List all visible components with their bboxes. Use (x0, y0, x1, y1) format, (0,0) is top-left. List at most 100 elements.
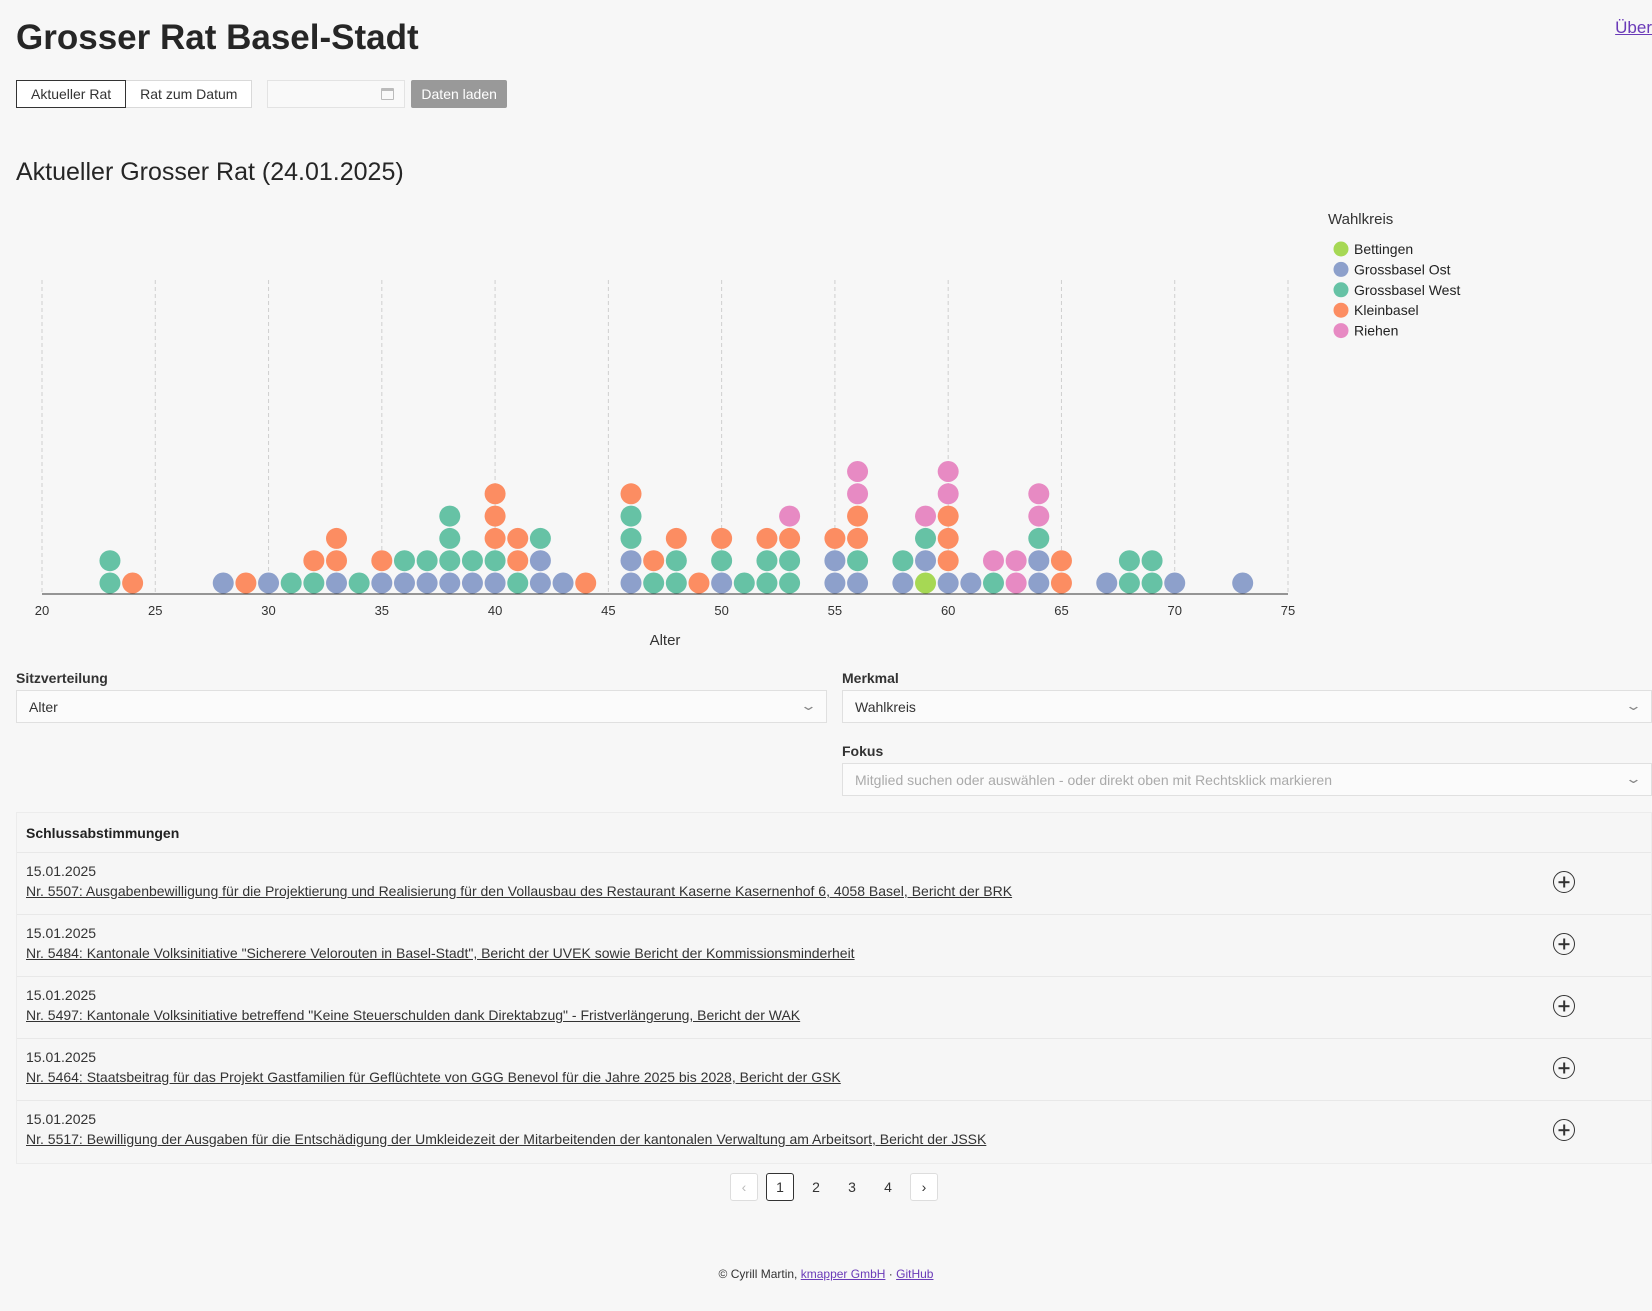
member-dot[interactable] (937, 505, 959, 527)
member-dot[interactable] (1028, 483, 1050, 505)
member-dot[interactable] (529, 527, 551, 549)
member-dot[interactable] (326, 572, 348, 594)
vote-title-link[interactable]: Nr. 5517: Bewilligung der Ausgaben für d… (26, 1131, 987, 1147)
member-dot[interactable] (620, 527, 642, 549)
member-dot[interactable] (303, 550, 325, 572)
member-dot[interactable] (326, 550, 348, 572)
member-dot[interactable] (1232, 572, 1254, 594)
about-link[interactable]: Über (1615, 18, 1652, 37)
member-dot[interactable] (484, 572, 506, 594)
member-dot[interactable] (393, 572, 415, 594)
tab-current-council[interactable]: Aktueller Rat (16, 80, 127, 108)
member-dot[interactable] (529, 572, 551, 594)
expand-plus-icon[interactable] (1553, 933, 1575, 955)
member-dot[interactable] (824, 550, 846, 572)
member-dot[interactable] (1141, 550, 1163, 572)
member-dot[interactable] (982, 550, 1004, 572)
member-dot[interactable] (1050, 550, 1072, 572)
member-dot[interactable] (1096, 572, 1118, 594)
member-dot[interactable] (1028, 505, 1050, 527)
expand-plus-icon[interactable] (1553, 1057, 1575, 1079)
legend-label[interactable]: Grossbasel Ost (1354, 261, 1451, 277)
member-dot[interactable] (711, 572, 733, 594)
member-dot[interactable] (439, 505, 461, 527)
legend-label[interactable]: Kleinbasel (1354, 302, 1419, 318)
member-dot[interactable] (847, 550, 869, 572)
member-dot[interactable] (439, 527, 461, 549)
member-dot[interactable] (1141, 572, 1163, 594)
member-dot[interactable] (937, 572, 959, 594)
page-button-3[interactable]: 3 (848, 1179, 856, 1195)
member-dot[interactable] (688, 572, 710, 594)
member-dot[interactable] (484, 550, 506, 572)
member-dot[interactable] (847, 527, 869, 549)
feature-select[interactable]: Wahlkreis ⌄ (842, 690, 1652, 723)
member-dot[interactable] (915, 572, 937, 594)
member-dot[interactable] (620, 483, 642, 505)
member-dot[interactable] (847, 572, 869, 594)
member-dot[interactable] (416, 572, 438, 594)
member-dot[interactable] (484, 527, 506, 549)
vote-title-link[interactable]: Nr. 5497: Kantonale Volksinitiative betr… (26, 1007, 801, 1023)
member-dot[interactable] (892, 550, 914, 572)
member-dot[interactable] (665, 527, 687, 549)
member-dot[interactable] (507, 572, 529, 594)
page-button-2[interactable]: 2 (812, 1179, 820, 1195)
member-dot[interactable] (620, 572, 642, 594)
expand-plus-icon[interactable] (1553, 995, 1575, 1017)
github-link[interactable]: GitHub (896, 1267, 934, 1281)
member-dot[interactable] (915, 550, 937, 572)
member-dot[interactable] (484, 505, 506, 527)
member-dot[interactable] (937, 483, 959, 505)
member-dot[interactable] (507, 527, 529, 549)
member-dot[interactable] (99, 550, 121, 572)
member-dot[interactable] (1164, 572, 1186, 594)
member-dot[interactable] (1005, 550, 1027, 572)
focus-member-select[interactable]: Mitglied suchen oder auswählen - oder di… (842, 763, 1652, 796)
member-dot[interactable] (711, 527, 733, 549)
member-dot[interactable] (1028, 572, 1050, 594)
member-dot[interactable] (461, 550, 483, 572)
member-dot[interactable] (711, 550, 733, 572)
member-dot[interactable] (348, 572, 370, 594)
member-dot[interactable] (1118, 550, 1140, 572)
member-dot[interactable] (371, 550, 393, 572)
member-dot[interactable] (303, 572, 325, 594)
member-dot[interactable] (235, 572, 257, 594)
page-button-1[interactable]: 1 (766, 1173, 794, 1201)
member-dot[interactable] (779, 550, 801, 572)
member-dot[interactable] (665, 550, 687, 572)
member-dot[interactable] (960, 572, 982, 594)
member-dot[interactable] (824, 527, 846, 549)
member-dot[interactable] (280, 572, 302, 594)
member-dot[interactable] (1028, 527, 1050, 549)
member-dot[interactable] (620, 505, 642, 527)
legend-label[interactable]: Grossbasel West (1354, 282, 1460, 298)
member-dot[interactable] (756, 572, 778, 594)
vote-title-link[interactable]: Nr. 5484: Kantonale Volksinitiative "Sic… (26, 945, 855, 961)
date-picker-input[interactable] (267, 80, 406, 108)
member-dot[interactable] (552, 572, 574, 594)
expand-plus-icon[interactable] (1553, 871, 1575, 893)
member-dot[interactable] (756, 527, 778, 549)
member-dot[interactable] (507, 550, 529, 572)
company-link[interactable]: kmapper GmbH (800, 1267, 886, 1281)
vote-title-link[interactable]: Nr. 5507: Ausgabenbewilligung für die Pr… (26, 883, 1013, 899)
member-dot[interactable] (665, 572, 687, 594)
member-dot[interactable] (847, 505, 869, 527)
next-page-button[interactable]: › (910, 1173, 938, 1201)
member-dot[interactable] (326, 527, 348, 549)
member-dot[interactable] (122, 572, 144, 594)
member-dot[interactable] (824, 572, 846, 594)
member-dot[interactable] (529, 550, 551, 572)
member-dot[interactable] (1050, 572, 1072, 594)
member-dot[interactable] (1028, 550, 1050, 572)
prev-page-button[interactable]: ‹ (730, 1173, 758, 1201)
member-dot[interactable] (937, 527, 959, 549)
member-dot[interactable] (982, 572, 1004, 594)
member-dot[interactable] (779, 572, 801, 594)
member-dot[interactable] (99, 572, 121, 594)
member-dot[interactable] (484, 483, 506, 505)
member-dot[interactable] (643, 572, 665, 594)
legend-label[interactable]: Riehen (1354, 323, 1398, 339)
